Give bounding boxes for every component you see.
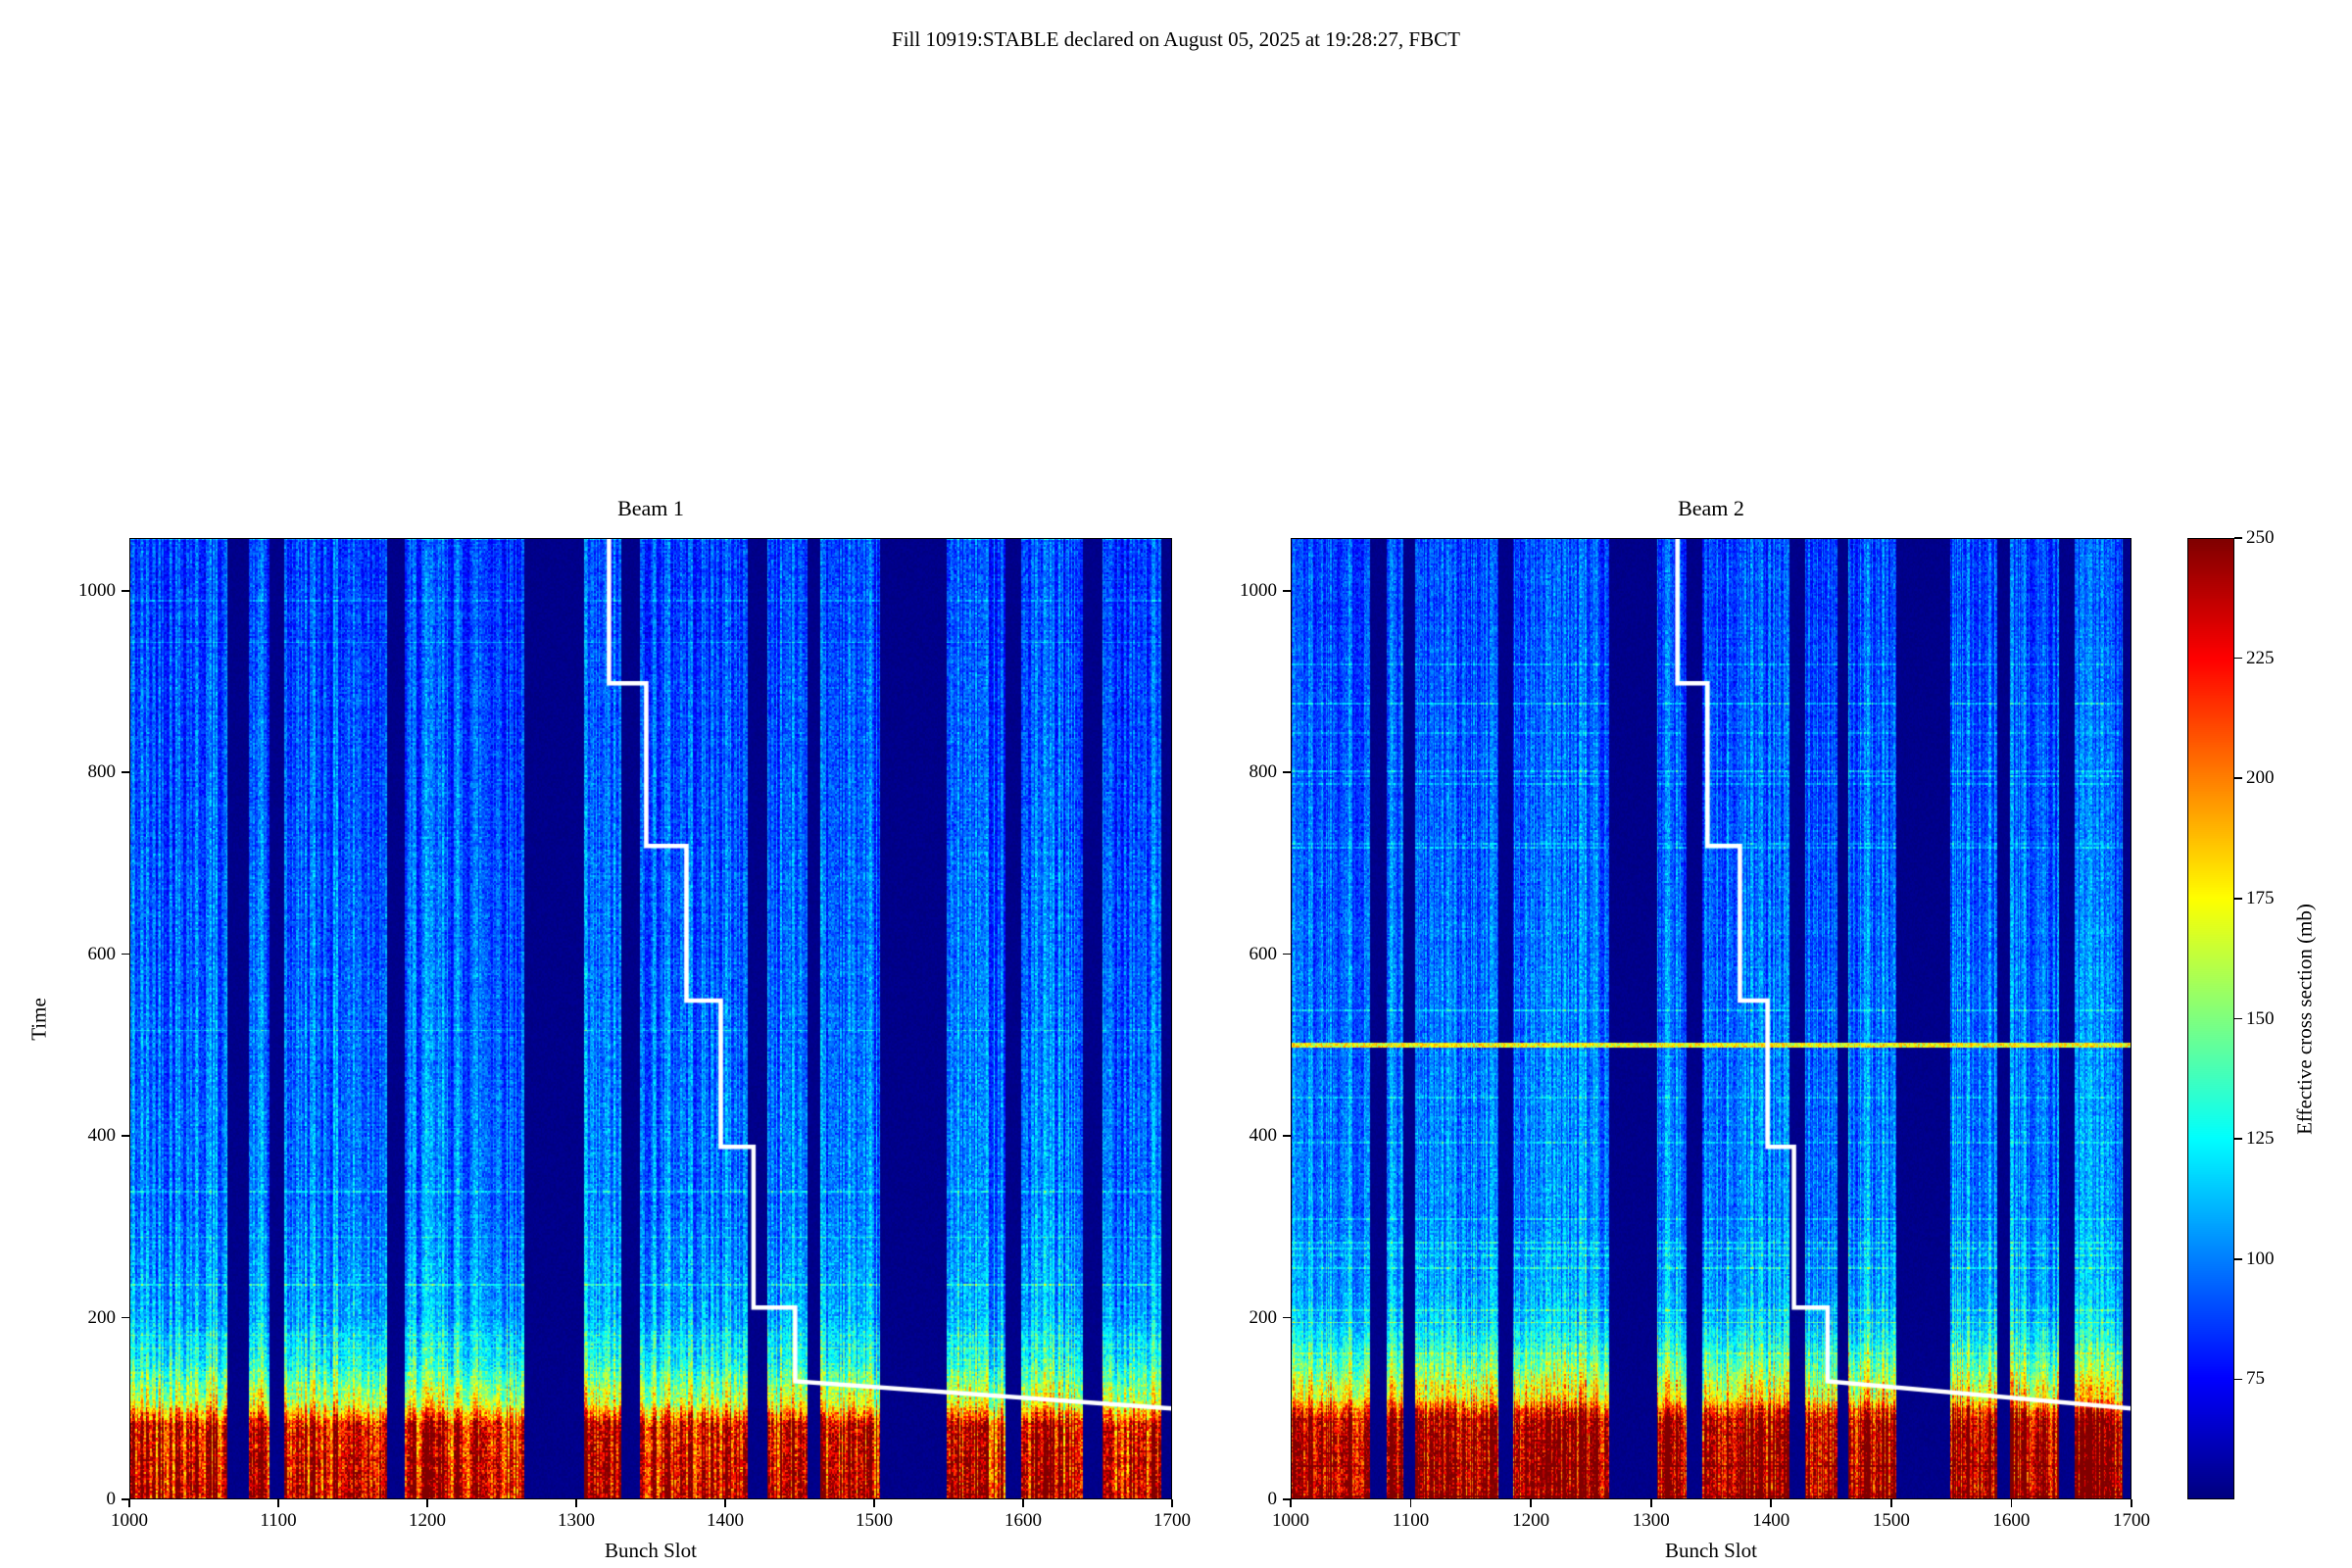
y-tick-label: 800 <box>1249 761 1278 783</box>
x-tick-label: 1200 <box>409 1510 446 1531</box>
figure-title: Fill 10919:STABLE declared on August 05,… <box>892 27 1460 51</box>
colorbar-tick-label: 100 <box>2246 1248 2275 1269</box>
x-tick-mark <box>128 1499 130 1507</box>
colorbar-tick-label: 150 <box>2246 1007 2275 1029</box>
colorbar-tick-mark <box>2234 1138 2242 1140</box>
x-tick-label: 1300 <box>1632 1510 1670 1531</box>
y-tick-mark <box>122 589 129 592</box>
y-tick-mark <box>1283 1498 1291 1500</box>
x-tick-mark <box>873 1499 875 1507</box>
beam2-title: Beam 2 <box>1678 496 1744 520</box>
x-tick-label: 1400 <box>707 1510 744 1531</box>
y-tick-label: 800 <box>87 761 117 783</box>
colorbar-tick-label: 250 <box>2246 527 2275 548</box>
x-tick-label: 1200 <box>1512 1510 1550 1531</box>
beam2-xlabel: Bunch Slot <box>1665 1539 1757 1562</box>
x-tick-label: 1100 <box>260 1510 297 1531</box>
colorbar-tick-mark <box>2234 1257 2242 1260</box>
y-tick-mark <box>1283 771 1291 774</box>
x-tick-mark <box>1409 1499 1412 1507</box>
x-tick-mark <box>2131 1499 2132 1507</box>
colorbar-tick-label: 125 <box>2246 1128 2275 1150</box>
y-tick-mark <box>1283 1316 1291 1319</box>
y-tick-mark <box>122 771 129 774</box>
x-tick-mark <box>1171 1499 1173 1507</box>
colorbar-tick-mark <box>2234 898 2242 900</box>
y-tick-label: 200 <box>1249 1306 1278 1328</box>
y-tick-label: 0 <box>106 1489 117 1509</box>
colorbar-tick-label: 75 <box>2246 1368 2265 1390</box>
y-tick-label: 1000 <box>78 579 116 601</box>
x-tick-label: 1700 <box>1153 1510 1191 1531</box>
x-tick-mark <box>2010 1499 2013 1507</box>
x-tick-label: 1500 <box>856 1510 893 1531</box>
x-tick-mark <box>1890 1499 1892 1507</box>
beam1-xlabel: Bunch Slot <box>605 1539 697 1562</box>
y-tick-label: 600 <box>1249 943 1278 964</box>
y-tick-mark <box>122 1498 129 1500</box>
y-tick-label: 0 <box>1267 1489 1278 1509</box>
y-tick-mark <box>1283 1135 1291 1137</box>
x-tick-label: 1000 <box>111 1510 148 1531</box>
beam1-heatmap <box>129 538 1172 1499</box>
colorbar <box>2187 538 2234 1499</box>
x-tick-mark <box>1022 1499 1024 1507</box>
colorbar-tick-mark <box>2234 1378 2242 1381</box>
x-tick-mark <box>575 1499 577 1507</box>
x-tick-mark <box>426 1499 428 1507</box>
x-tick-label: 1600 <box>1992 1510 2031 1531</box>
x-tick-mark <box>1649 1499 1652 1507</box>
colorbar-tick-label: 225 <box>2246 647 2275 668</box>
x-tick-mark <box>1530 1499 1532 1507</box>
x-tick-label: 1000 <box>1272 1510 1309 1531</box>
y-tick-label: 400 <box>1249 1125 1278 1147</box>
x-tick-mark <box>1770 1499 1773 1507</box>
colorbar-tick-label: 175 <box>2246 887 2275 908</box>
colorbar-tick-mark <box>2234 537 2242 539</box>
x-tick-mark <box>277 1499 279 1507</box>
x-tick-mark <box>1290 1499 1292 1507</box>
y-tick-label: 400 <box>87 1125 117 1147</box>
y-tick-mark <box>1283 589 1291 592</box>
beam1-title: Beam 1 <box>617 496 684 520</box>
x-tick-label: 1700 <box>2113 1510 2150 1531</box>
colorbar-tick-label: 200 <box>2246 767 2275 789</box>
y-tick-mark <box>122 1135 129 1137</box>
x-tick-label: 1400 <box>1752 1510 1790 1531</box>
x-tick-label: 1500 <box>1872 1510 1910 1531</box>
x-tick-label: 1300 <box>558 1510 595 1531</box>
x-tick-mark <box>724 1499 726 1507</box>
ylabel-time: Time <box>26 998 51 1041</box>
beam2-heatmap <box>1291 538 2132 1499</box>
y-tick-label: 200 <box>87 1306 117 1328</box>
colorbar-tick-mark <box>2234 657 2242 660</box>
y-tick-mark <box>122 953 129 956</box>
y-tick-label: 1000 <box>1240 579 1277 601</box>
x-tick-label: 1100 <box>1392 1510 1430 1531</box>
y-tick-label: 600 <box>87 943 117 964</box>
x-tick-label: 1600 <box>1004 1510 1042 1531</box>
colorbar-tick-mark <box>2234 1017 2242 1020</box>
colorbar-tick-mark <box>2234 777 2242 780</box>
y-tick-mark <box>1283 953 1291 956</box>
y-tick-mark <box>122 1316 129 1319</box>
